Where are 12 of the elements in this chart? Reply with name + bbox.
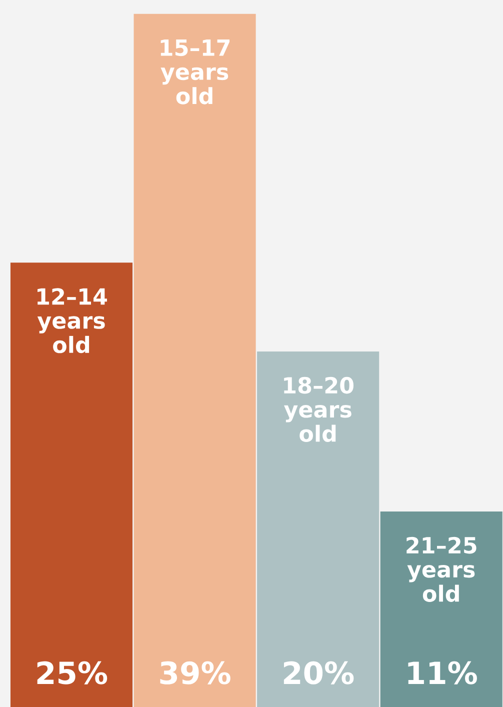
x-tick-label: 15–17 years old xyxy=(160,40,230,104)
data-label: 39% xyxy=(160,661,230,684)
x-tick-label: 12–14 years old xyxy=(37,288,107,354)
bar xyxy=(10,262,133,707)
bar xyxy=(257,352,380,707)
data-label: 25% xyxy=(37,661,108,684)
x-tick-label: 21–25 years old xyxy=(406,536,476,602)
bar xyxy=(134,14,256,707)
data-label: 20% xyxy=(284,661,354,684)
bar xyxy=(380,512,502,707)
data-label: 11% xyxy=(408,661,477,684)
x-tick-label: 18–20 years old xyxy=(284,376,354,442)
